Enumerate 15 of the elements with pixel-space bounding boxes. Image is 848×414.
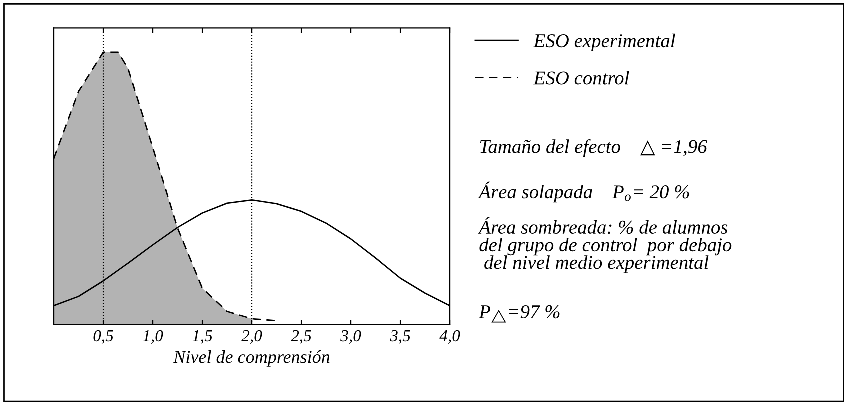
text: Área sombreada: % de alumnos del grupo de control por debajo del nivel medio experimental — [478, 217, 732, 274]
x-tick-label: 1,5 — [192, 330, 212, 344]
x-tick-label: 3,0 — [340, 330, 362, 344]
legend-label: ESO control — [534, 71, 630, 85]
text: P$_{△}$=97 % — [479, 305, 560, 323]
x-axis-title: Nivel de comprensión — [174, 350, 330, 367]
x-tick-label: 2,0 — [242, 330, 262, 344]
x-tick-label: 2,5 — [291, 330, 312, 344]
x-tick-label: 1,0 — [143, 330, 164, 344]
text: Área solapada P$_{o}$= 20 % — [478, 182, 690, 203]
x-tick-label: 3,5 — [390, 330, 410, 344]
x-tick-label: 0,5 — [94, 330, 114, 344]
x-tick-label: 4,0 — [440, 330, 460, 344]
legend-label: ESO experimental — [534, 34, 676, 52]
text: Tamaño del efecto △ =1,96 — [480, 139, 708, 158]
